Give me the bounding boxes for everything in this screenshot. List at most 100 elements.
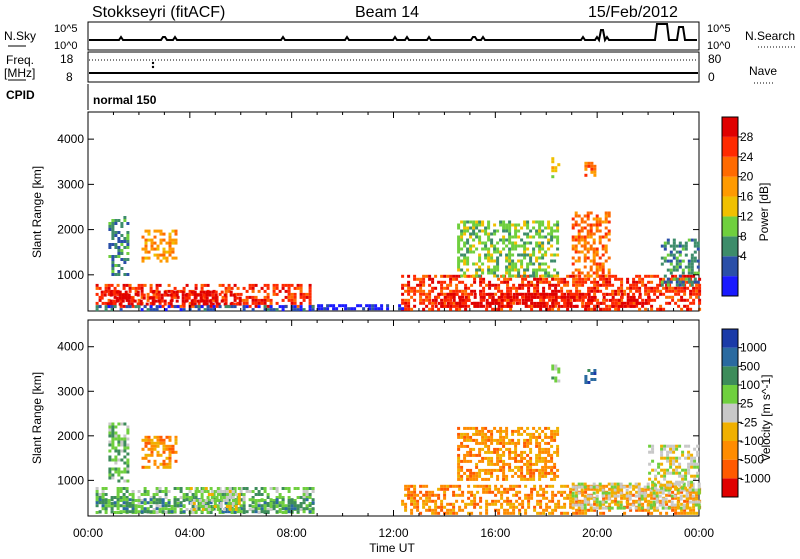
range-time-cell (422, 298, 426, 302)
range-time-cell (663, 483, 667, 487)
range-time-cell (194, 283, 198, 287)
range-time-cell (123, 461, 127, 465)
range-time-cell (194, 505, 198, 508)
range-time-cell (557, 283, 561, 287)
range-time-cell (95, 301, 99, 305)
range-time-cell (647, 511, 651, 515)
range-time-cell (590, 487, 594, 491)
range-time-cell (490, 438, 494, 442)
range-time-cell (156, 453, 160, 457)
range-time-cell (547, 459, 551, 463)
range-time-cell (136, 290, 140, 294)
range-time-cell (194, 490, 198, 493)
range-time-cell (503, 277, 507, 281)
range-time-cell (638, 301, 642, 305)
range-time-cell (272, 283, 276, 287)
range-time-cell (311, 501, 315, 505)
range-time-cell (650, 307, 654, 311)
range-time-cell (681, 480, 685, 484)
range-time-cell (589, 274, 593, 278)
time-tick-label: 20:00 (582, 526, 612, 540)
range-time-cell (560, 484, 564, 488)
range-time-cell (161, 504, 165, 508)
range-time-cell (696, 444, 700, 448)
range-time-cell (538, 441, 542, 445)
range-time-cell (590, 508, 594, 512)
range-time-cell (111, 255, 115, 258)
range-time-cell (449, 280, 453, 284)
range-time-cell (631, 503, 635, 507)
range-time-cell (583, 220, 587, 224)
range-time-cell (151, 296, 155, 300)
range-time-cell (114, 434, 118, 438)
range-time-cell (690, 265, 694, 269)
range-time-cell (299, 308, 303, 312)
range-time-cell (542, 304, 546, 308)
range-time-cell (120, 470, 124, 474)
range-time-cell (683, 274, 687, 278)
range-time-cell (176, 295, 180, 299)
range-time-cell (682, 488, 686, 492)
range-time-cell (413, 490, 417, 494)
range-time-cell (681, 259, 685, 263)
range-time-cell (674, 274, 678, 278)
range-time-cell (238, 302, 242, 306)
range-time-cell (463, 453, 467, 457)
range-time-cell (517, 429, 521, 433)
range-time-cell (419, 511, 423, 515)
range-time-cell (466, 459, 470, 463)
range-time-cell (119, 298, 123, 302)
range-time-cell (487, 247, 491, 251)
range-time-cell (592, 482, 596, 486)
range-time-cell (499, 435, 503, 439)
range-time-cell (653, 298, 657, 302)
range-time-cell (506, 277, 510, 281)
range-time-cell (308, 292, 312, 296)
range-time-cell (227, 286, 231, 290)
range-time-cell (475, 474, 479, 478)
range-time-cell (663, 274, 667, 278)
range-time-cell (218, 292, 222, 296)
range-time-cell (302, 487, 306, 490)
range-time-cell (619, 485, 623, 489)
range-time-cell (626, 502, 630, 506)
range-time-cell (208, 299, 212, 303)
range-time-cell (139, 302, 143, 306)
range-time-cell (526, 441, 530, 445)
range-time-cell (95, 499, 99, 502)
range-time-cell (150, 238, 154, 242)
range-time-cell (511, 265, 515, 269)
range-time-cell (299, 301, 303, 305)
range-time-cell (544, 262, 548, 266)
range-time-cell (440, 499, 444, 503)
range-time-cell (656, 295, 660, 299)
range-time-cell (116, 498, 120, 502)
range-time-cell (125, 298, 129, 302)
range-time-cell (461, 508, 465, 512)
range-time-cell (628, 482, 632, 486)
range-time-cell (257, 499, 261, 502)
range-time-cell (144, 444, 148, 448)
range-time-cell (493, 468, 497, 472)
range-time-cell (490, 271, 494, 275)
range-time-cell (299, 286, 303, 290)
range-time-cell (539, 277, 543, 281)
range-time-cell (666, 453, 670, 457)
range-time-cell (675, 283, 679, 287)
range-time-cell (572, 280, 576, 284)
range-time-cell (422, 502, 426, 506)
range-time-cell (533, 484, 537, 488)
range-time-cell (214, 290, 218, 294)
range-time-cell (209, 505, 213, 508)
range-time-cell (128, 493, 132, 496)
range-time-cell (464, 283, 468, 287)
range-time-cell (500, 493, 504, 497)
range-time-cell (153, 253, 157, 257)
range-time-cell (196, 293, 200, 297)
range-time-cell (509, 295, 513, 299)
range-time-cell (556, 444, 560, 448)
range-time-cell (496, 265, 500, 269)
range-time-cell (296, 510, 300, 514)
range-time-cell (684, 247, 688, 251)
range-time-cell (460, 235, 464, 239)
